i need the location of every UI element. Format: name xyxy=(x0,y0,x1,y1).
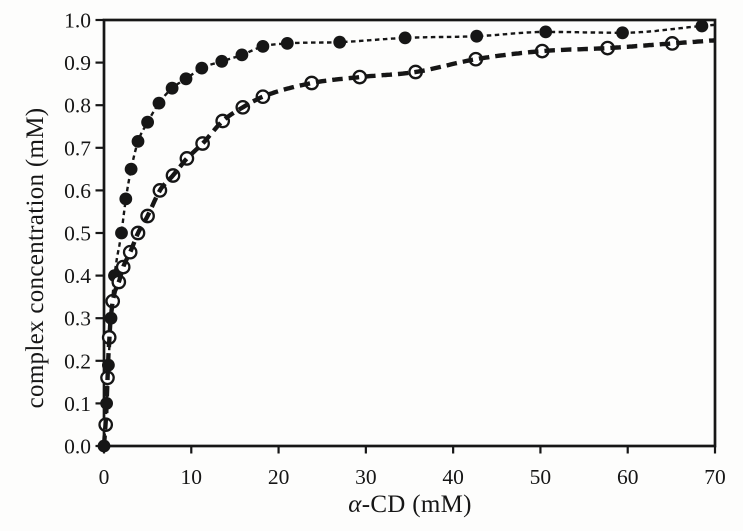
y-axis-label: complex concentration (mM) xyxy=(22,107,49,409)
data-point-filled xyxy=(141,115,155,129)
y-tick-label: 0.6 xyxy=(64,179,91,203)
fit-curve-open-series xyxy=(101,38,716,447)
data-point-filled xyxy=(124,162,138,176)
x-axis-label-text: -CD (mM) xyxy=(361,491,472,518)
y-tick-label: 0.1 xyxy=(64,392,91,416)
data-point-filled xyxy=(616,26,629,40)
y-tick-label: 1.0 xyxy=(64,9,91,33)
data-point-filled xyxy=(165,81,179,95)
data-point-filled xyxy=(398,31,412,45)
data-point-filled xyxy=(470,29,484,43)
x-tick-label: 70 xyxy=(704,465,726,489)
data-point-filled xyxy=(256,40,270,53)
x-tick-label: 20 xyxy=(268,465,290,489)
x-axis-label: α-CD (mM) xyxy=(348,491,471,519)
data-point-filled xyxy=(235,48,249,62)
y-tick-label: 0.8 xyxy=(64,94,91,118)
data-point-filled xyxy=(104,311,118,325)
data-point-filled xyxy=(179,72,193,86)
y-tick-label: 0.9 xyxy=(64,51,91,75)
data-point-filled xyxy=(539,25,553,39)
data-point-filled xyxy=(102,358,115,372)
alpha-symbol: α xyxy=(348,491,362,518)
y-tick-label: 0.2 xyxy=(64,349,91,373)
x-tick-label: 50 xyxy=(530,465,552,489)
x-tick-label: 10 xyxy=(181,465,203,489)
y-tick-label: 0.3 xyxy=(64,307,91,331)
x-tick-label: 30 xyxy=(355,465,377,489)
x-tick-label: 60 xyxy=(617,465,639,489)
data-point-filled xyxy=(333,35,347,49)
data-point-filled xyxy=(215,54,229,68)
y-tick-label: 0.7 xyxy=(64,136,91,160)
x-tick-label: 0 xyxy=(99,465,110,489)
plot-border xyxy=(102,18,717,448)
y-tick-label: 0.4 xyxy=(64,264,91,288)
data-point-filled xyxy=(152,96,166,110)
data-point-filled xyxy=(695,19,709,33)
y-tick-label: 0.0 xyxy=(64,435,91,459)
fit-curve-filled-series xyxy=(102,23,716,447)
data-point-filled xyxy=(119,192,133,206)
data-point-filled xyxy=(195,61,209,75)
data-point-filled xyxy=(131,135,145,148)
y-tick-label: 0.5 xyxy=(64,222,91,246)
data-point-filled xyxy=(115,226,128,240)
x-tick-label: 40 xyxy=(442,465,464,489)
data-point-filled xyxy=(280,37,294,50)
